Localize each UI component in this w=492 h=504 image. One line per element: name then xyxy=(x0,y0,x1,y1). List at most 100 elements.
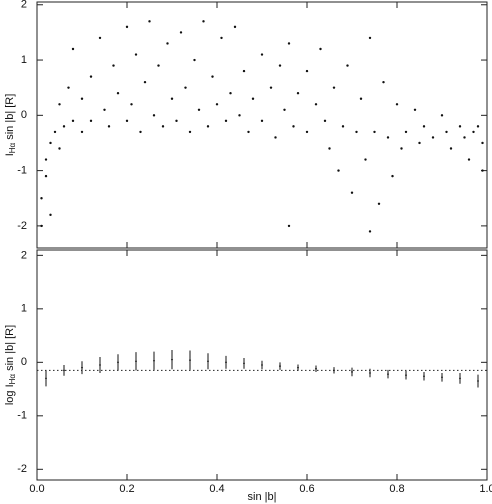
y-axis-label: IHα sin |b| [R] xyxy=(4,94,17,157)
median-point xyxy=(459,377,461,380)
scatter-point xyxy=(341,125,345,128)
scatter-point xyxy=(251,97,255,100)
scatter-point xyxy=(40,197,43,200)
scatter-point xyxy=(382,80,385,84)
median-point xyxy=(63,369,65,372)
scatter-point xyxy=(292,125,295,128)
y-tick-label: -1 xyxy=(17,165,27,177)
scatter-point xyxy=(112,64,115,67)
y-tick-label: 2 xyxy=(21,249,27,261)
scatter-point xyxy=(332,86,336,89)
scatter-point xyxy=(238,114,241,117)
scatter-point xyxy=(350,191,354,194)
scatter-point xyxy=(49,141,52,145)
scatter-point xyxy=(359,97,363,100)
plot-frame xyxy=(36,249,488,481)
scatter-point xyxy=(71,119,75,123)
scatter-point xyxy=(71,47,75,51)
x-tick-label: 0.2 xyxy=(119,483,134,495)
median-point xyxy=(99,364,101,366)
scatter-point xyxy=(481,169,484,172)
scatter-point xyxy=(202,20,205,23)
scatter-point xyxy=(188,130,192,134)
scatter-point xyxy=(134,53,138,56)
scatter-point xyxy=(319,47,322,51)
median-point xyxy=(423,375,425,378)
median-point xyxy=(81,366,83,369)
scatter-point xyxy=(391,174,394,178)
scatter-point xyxy=(197,108,201,111)
scatter-point xyxy=(287,42,291,45)
median-point xyxy=(243,362,245,365)
x-axis-label: sin |b| xyxy=(248,491,277,503)
scatter-point xyxy=(386,136,390,139)
scatter-point xyxy=(53,130,57,134)
scatter-point xyxy=(58,147,61,150)
scatter-point xyxy=(179,31,183,34)
y-tick-label: 2 xyxy=(21,0,27,11)
scatter-point xyxy=(58,103,61,106)
x-tick-label: 0.8 xyxy=(389,483,404,495)
scatter-point xyxy=(260,53,264,56)
median-point xyxy=(333,369,335,372)
scatter-point xyxy=(328,147,331,150)
median-point xyxy=(369,372,371,374)
scatter-point xyxy=(431,136,435,139)
scatter-point xyxy=(130,103,133,106)
scatter-point xyxy=(260,119,264,123)
median-point xyxy=(441,376,443,379)
x-tick-label: 0.0 xyxy=(29,483,44,495)
scatter-point xyxy=(355,130,358,134)
median-point xyxy=(189,359,191,362)
scatter-point xyxy=(346,64,349,67)
scatter-point xyxy=(49,213,52,217)
y-axis-label-sub: Hα xyxy=(8,142,17,153)
scatter-point xyxy=(247,130,250,134)
x-tick-label: 1.0 xyxy=(479,483,492,495)
median-point xyxy=(153,359,155,362)
x-tick-label: 0.6 xyxy=(299,483,314,495)
scatter-point xyxy=(62,125,66,128)
median-point xyxy=(387,373,389,375)
scatter-point xyxy=(139,130,142,134)
y-axis-label-part: sin |b| [R] xyxy=(4,325,16,374)
median-point xyxy=(225,361,227,364)
y-axis-label-part: log I xyxy=(4,384,16,405)
scatter-point xyxy=(440,114,444,117)
y-tick-label: -2 xyxy=(17,463,27,475)
scatter-point xyxy=(175,119,178,123)
scatter-point xyxy=(161,125,165,128)
median-point xyxy=(477,380,479,382)
median-point xyxy=(315,367,317,370)
scatter-point xyxy=(80,97,84,100)
scatter-point xyxy=(44,174,48,178)
y-axis-label-part: I xyxy=(4,153,16,156)
scatter-point xyxy=(44,158,48,161)
median-point xyxy=(45,377,47,380)
scatter-point xyxy=(395,103,399,106)
x-tick-label: 0.4 xyxy=(209,483,224,495)
scatter-point xyxy=(458,125,462,128)
scatter-point xyxy=(422,125,426,128)
scatter-point xyxy=(242,69,246,73)
scatter-point xyxy=(157,64,160,67)
median-point xyxy=(171,358,173,361)
y-axis-label: log IHα sin |b| [R] xyxy=(4,325,17,405)
scatter-point xyxy=(314,103,318,106)
scatter-point xyxy=(404,130,408,134)
scatter-point xyxy=(400,147,403,150)
scatter-point xyxy=(206,125,210,128)
scatter-point xyxy=(418,141,421,145)
scatter-point xyxy=(472,130,475,134)
scatter-point xyxy=(233,25,237,29)
scatter-point xyxy=(413,108,417,111)
median-point xyxy=(261,364,263,366)
scatter-point xyxy=(98,36,102,40)
scatter-point xyxy=(445,130,448,134)
scatter-point xyxy=(170,97,174,100)
scatter-point xyxy=(80,130,84,134)
scatter-point xyxy=(305,130,309,134)
scatter-point xyxy=(143,80,147,84)
scatter-point xyxy=(103,108,106,111)
y-tick-label: -2 xyxy=(17,220,27,232)
